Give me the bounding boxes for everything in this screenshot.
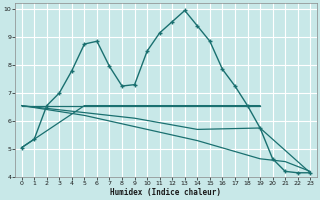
- X-axis label: Humidex (Indice chaleur): Humidex (Indice chaleur): [110, 188, 221, 197]
